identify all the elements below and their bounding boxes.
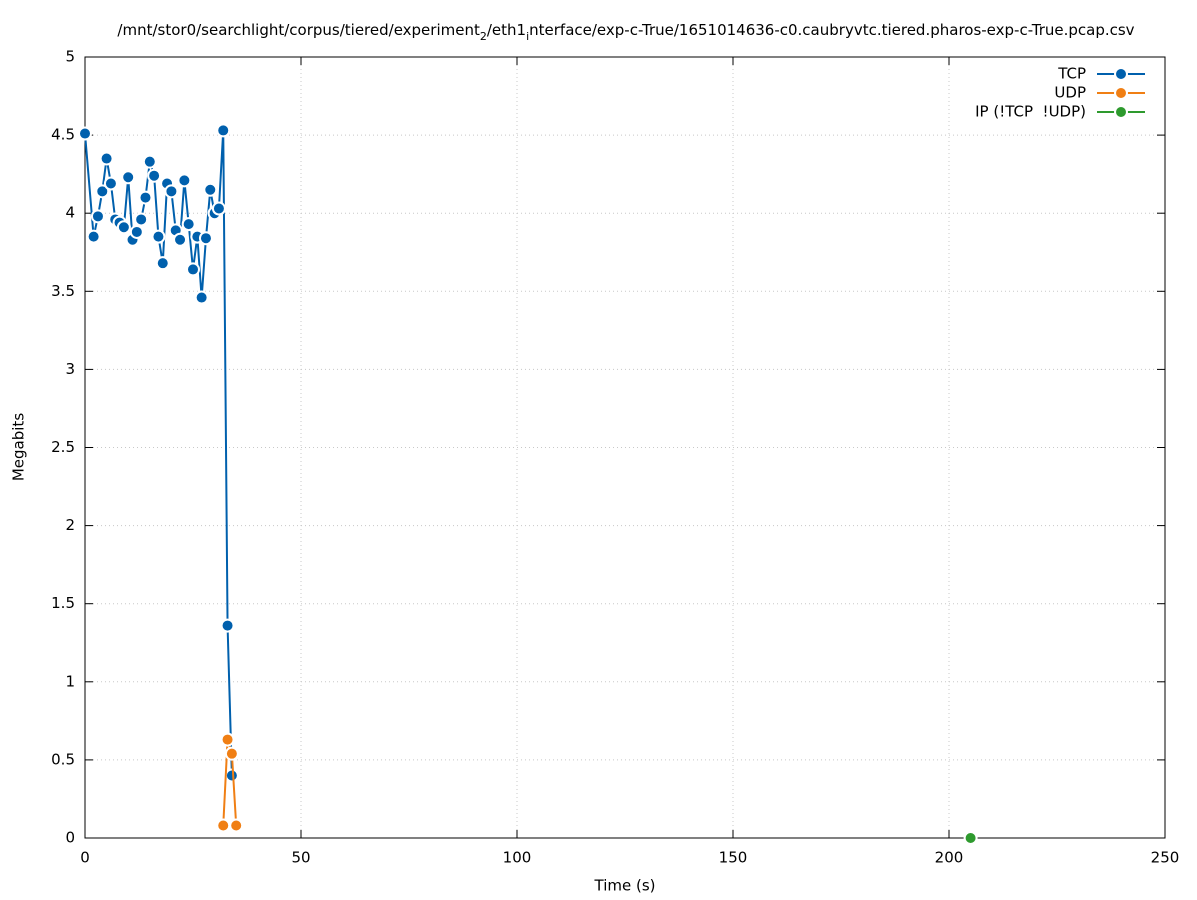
- data-point: [216, 818, 231, 833]
- y-axis-label: Megabits: [10, 413, 28, 481]
- data-point: [203, 182, 218, 197]
- data-point: [164, 184, 179, 199]
- data-point: [194, 290, 209, 305]
- x-tick-label: 150: [719, 849, 748, 867]
- legend-label: UDP: [1054, 84, 1086, 102]
- data-point: [224, 746, 239, 761]
- title-segment: 2: [480, 30, 487, 43]
- data-point: [216, 123, 231, 138]
- legend-swatch-point: [1114, 105, 1128, 119]
- y-tick-label: 0: [65, 829, 75, 847]
- legend-label: TCP: [1057, 65, 1086, 83]
- y-tick-label: 1.5: [51, 594, 75, 612]
- data-point: [229, 818, 244, 833]
- data-point: [90, 209, 105, 224]
- legend-label: IP (!TCP !UDP): [975, 103, 1086, 121]
- data-point: [103, 176, 118, 191]
- data-point: [177, 173, 192, 188]
- data-point: [155, 256, 170, 271]
- y-tick-label: 3: [65, 360, 75, 378]
- y-tick-label: 2: [65, 516, 75, 534]
- data-point: [151, 229, 166, 244]
- legend-swatch-point: [1114, 67, 1128, 81]
- series-line: [222, 739, 238, 826]
- data-point: [220, 618, 235, 633]
- title-segment: nterface/exp-c-True/1651014636-c0.caubry…: [529, 21, 1135, 39]
- title-segment: /mnt/stor0/searchlight/corpus/tiered/exp…: [117, 21, 480, 39]
- y-tick-label: 4.5: [51, 126, 75, 144]
- title-segment: i: [526, 30, 529, 43]
- legend-swatch-point: [1114, 86, 1128, 100]
- data-point: [220, 732, 235, 747]
- x-tick-label: 0: [80, 849, 90, 867]
- data-point: [129, 224, 144, 239]
- y-tick-label: 0.5: [51, 750, 75, 768]
- data-point: [186, 262, 200, 277]
- data-point: [99, 151, 114, 166]
- data-point: [95, 184, 110, 199]
- x-tick-label: 50: [291, 849, 310, 867]
- x-tick-label: 100: [503, 849, 532, 867]
- data-point: [211, 201, 226, 216]
- data-point: [116, 220, 131, 235]
- data-point: [224, 768, 239, 783]
- data-point: [147, 168, 162, 183]
- x-tick-label: 200: [935, 849, 964, 867]
- x-axis-label: Time (s): [594, 877, 656, 895]
- x-tick-label: 250: [1151, 849, 1180, 867]
- y-tick-label: 1: [65, 672, 75, 690]
- data-point: [78, 126, 92, 141]
- data-point: [142, 154, 157, 169]
- plot-border: [84, 56, 1166, 839]
- data-point: [134, 212, 149, 227]
- y-tick-label: 5: [65, 48, 75, 66]
- title-segment: /eth1: [487, 21, 526, 39]
- y-tick-label: 2.5: [51, 438, 75, 456]
- data-point: [173, 232, 188, 247]
- y-tick-label: 3.5: [51, 282, 75, 300]
- y-tick-label: 4: [65, 204, 75, 222]
- data-point: [963, 831, 978, 845]
- data-point: [121, 170, 136, 185]
- data-point: [181, 217, 196, 232]
- data-point: [86, 229, 101, 244]
- chart-title: /mnt/stor0/searchlight/corpus/tiered/exp…: [117, 21, 1134, 43]
- data-point: [138, 190, 153, 205]
- data-point: [198, 231, 213, 246]
